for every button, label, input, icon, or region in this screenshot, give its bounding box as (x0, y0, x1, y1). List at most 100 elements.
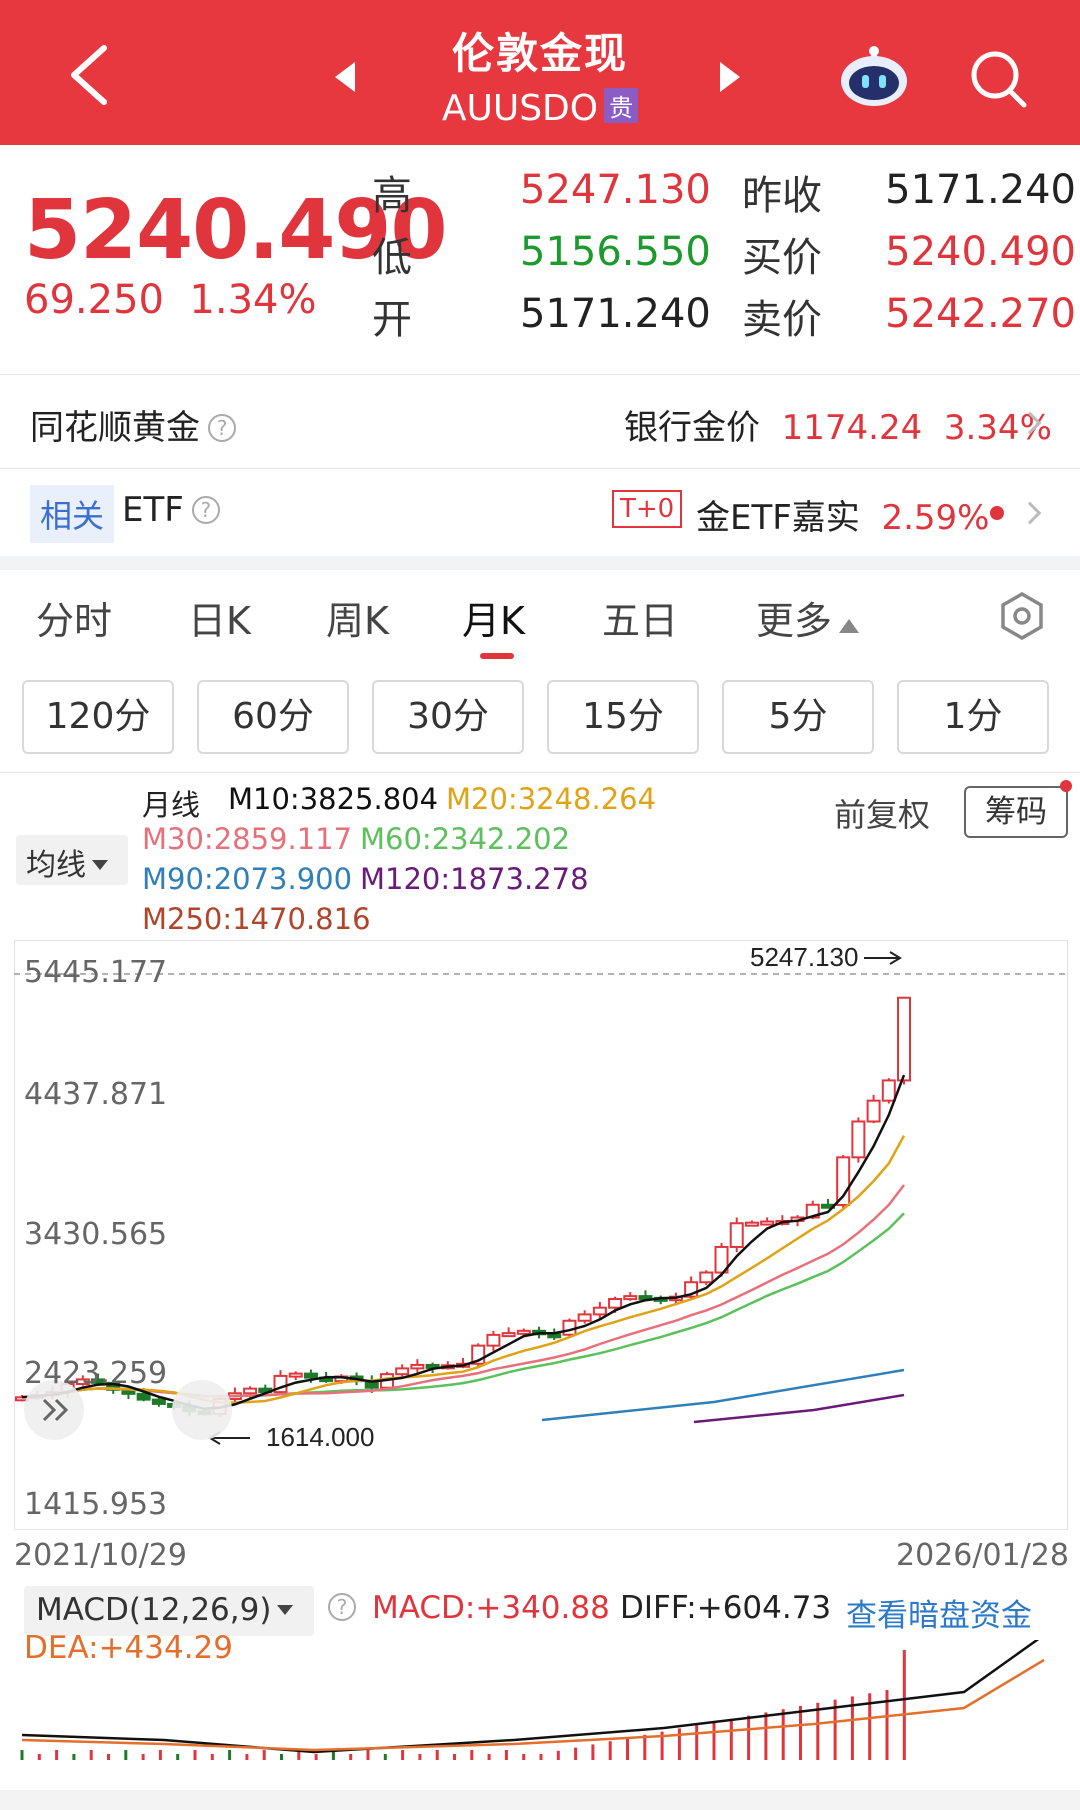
robot-assistant-icon[interactable] (838, 45, 910, 107)
period-30min[interactable]: 30分 (372, 680, 524, 754)
candle-body (760, 1220, 775, 1226)
macd-value: MACD:+340.88 (372, 1590, 610, 1626)
ma-m60: M60:2342.202 (360, 822, 571, 856)
help-icon[interactable]: ? (208, 414, 236, 442)
high-value: 5247.130 (520, 167, 711, 213)
ma120-line (693, 1393, 905, 1424)
etf-percent: 2.59% (881, 498, 990, 538)
triangle-up-icon (839, 619, 860, 633)
ma-selector[interactable]: 均线 (16, 835, 128, 885)
ma-m120: M120:1873.278 (360, 862, 589, 896)
tab-daily-k[interactable]: 日K (188, 599, 251, 643)
low-value: 5156.550 (520, 229, 711, 275)
divider (0, 374, 1080, 375)
adjust-label[interactable]: 前复权 (834, 796, 931, 834)
period-5min[interactable]: 5分 (722, 680, 874, 754)
help-icon[interactable]: ? (328, 1593, 356, 1621)
candle-body (851, 1120, 866, 1159)
symbol-line: AUUSDO 贵 (0, 88, 1080, 129)
tab-intraday[interactable]: 分时 (36, 599, 113, 643)
red-dot-indicator (990, 506, 1004, 520)
candle-body (410, 1363, 425, 1370)
candle-body (151, 1398, 166, 1405)
ask-label: 卖价 (742, 297, 822, 343)
candle-body (577, 1313, 592, 1322)
diff-value: DIFF:+604.73 (620, 1590, 832, 1626)
candle-body (303, 1372, 318, 1379)
period-120min[interactable]: 120分 (22, 680, 174, 754)
price-change: 69.250 1.34% (24, 277, 316, 323)
prev-close-label: 昨收 (742, 173, 822, 219)
candle-body (897, 996, 911, 1082)
period-15min[interactable]: 15分 (547, 680, 699, 754)
open-value: 5171.240 (520, 291, 711, 337)
candle-body (744, 1221, 759, 1227)
bank-gold-price[interactable]: 银行金价 1174.24 3.34% (624, 400, 1052, 449)
chevron-right-icon[interactable] (1018, 501, 1042, 525)
divider (0, 772, 1080, 773)
chip-button[interactable]: 筹码 (964, 786, 1068, 838)
ma-selector-label: 均线 (26, 848, 86, 883)
high-label: 高 (372, 173, 412, 219)
candle-body (881, 1079, 896, 1102)
etf-label-group[interactable]: ETF? (122, 490, 220, 530)
section-gap (0, 556, 1080, 570)
double-chevron-icon (42, 1398, 57, 1422)
etf-name: 金ETF嘉实 (696, 498, 860, 538)
candle-body (288, 1372, 303, 1378)
back-chevron-icon[interactable] (60, 40, 120, 110)
etf-item[interactable]: 金ETF嘉实 2.59% (696, 490, 989, 539)
low-annotation: 1614.000 (266, 1422, 374, 1452)
tab-five-day[interactable]: 五日 (602, 599, 679, 643)
precious-badge: 贵 (604, 88, 639, 123)
bank-gold-label: 银行金价 (624, 408, 760, 448)
tab-more[interactable]: 更多 (756, 590, 860, 645)
macd-selector-label: MACD(12,26,9) (36, 1592, 272, 1628)
ma-m10: M10:3825.804 (228, 782, 439, 816)
y-tick-label: 5445.177 (24, 955, 168, 990)
bid-value: 5240.490 (885, 229, 1076, 275)
macd-selector[interactable]: MACD(12,26,9) (24, 1586, 314, 1636)
bank-gold-value: 1174.24 (781, 408, 923, 448)
settings-hexagon-icon[interactable] (998, 592, 1046, 640)
bid-label: 买价 (742, 235, 822, 281)
candle-body (714, 1245, 729, 1274)
candlestick-chart[interactable]: 5247.130 1614.000 (14, 940, 1068, 1530)
high-annotation: 5247.130 (750, 942, 858, 972)
caret-down-icon (92, 860, 108, 870)
etf-label: ETF (122, 490, 184, 530)
search-icon[interactable] (968, 48, 1030, 110)
period-60min[interactable]: 60分 (197, 680, 349, 754)
diff-line (21, 1640, 1040, 1754)
low-label: 低 (372, 235, 412, 281)
t0-badge: T+0 (612, 490, 683, 528)
candle-body (592, 1306, 607, 1316)
tab-weekly-k[interactable]: 周K (326, 599, 389, 643)
candle-body (729, 1222, 744, 1248)
candle-body (395, 1367, 410, 1376)
ma-m30: M30:2859.117 (142, 822, 353, 856)
prev-triangle-icon[interactable] (335, 62, 355, 92)
candle-body (547, 1333, 562, 1339)
last-price: 5240.490 (24, 183, 448, 278)
macd-help[interactable]: ? (320, 1590, 356, 1626)
red-dot-indicator (1060, 780, 1072, 792)
ths-gold-row[interactable]: 同花顺黄金? (30, 400, 236, 449)
next-indicator-strip (0, 1790, 1080, 1810)
candle-body (91, 1378, 106, 1384)
bank-gold-percent: 3.34% (943, 408, 1052, 448)
candle-body (136, 1392, 151, 1401)
y-tick-label: 1415.953 (24, 1487, 168, 1522)
prev-close-value: 5171.240 (885, 167, 1076, 213)
candle-body (501, 1332, 516, 1338)
tab-monthly-k[interactable]: 月K (462, 599, 525, 643)
change-percent: 1.34% (189, 277, 317, 323)
dark-pool-link[interactable]: 查看暗盘资金 (846, 1598, 1032, 1634)
help-icon[interactable]: ? (191, 496, 220, 524)
period-1min[interactable]: 1分 (897, 680, 1049, 754)
ma-m250: M250:1470.816 (142, 902, 371, 936)
top-bar: 伦敦金现 AUUSDO 贵 (0, 0, 1080, 145)
next-triangle-icon[interactable] (720, 62, 740, 92)
related-tag: 相关 (30, 485, 115, 543)
ma-m20: M20:3248.264 (446, 782, 657, 816)
